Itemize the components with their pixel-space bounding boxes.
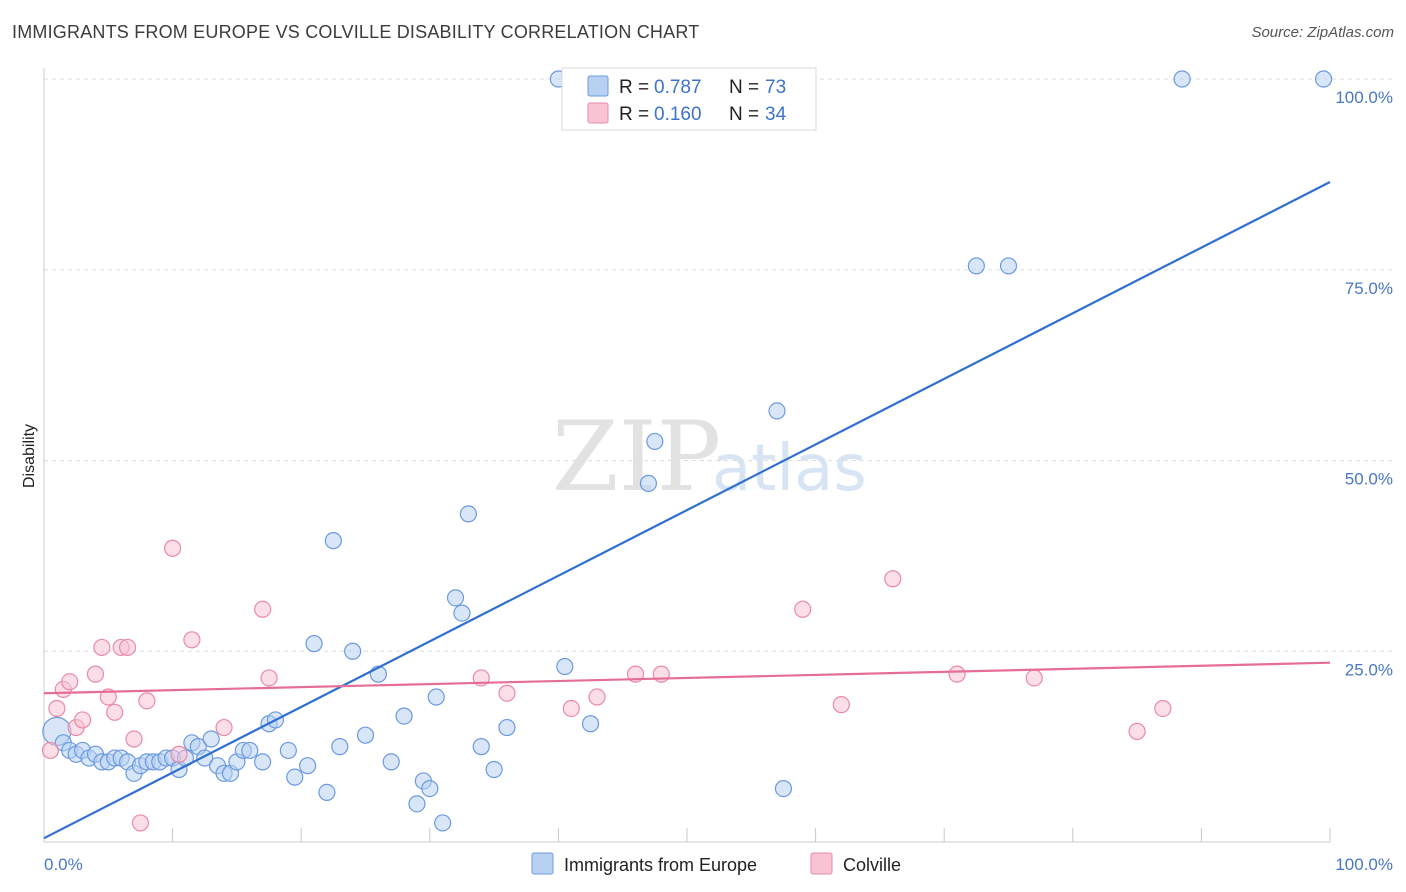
point-colville-17 (183, 631, 201, 649)
point-colville-30 (948, 665, 966, 683)
point-europe-58 (556, 657, 574, 676)
point-colville-32 (1128, 722, 1146, 740)
series-swatch-europe (531, 852, 554, 875)
grid-lines (44, 78, 1393, 652)
point-europe-41 (344, 642, 362, 660)
point-europe-36 (299, 757, 317, 775)
trend-line-colville (43, 661, 1331, 695)
point-europe-45 (395, 707, 413, 725)
y-tick-label-1: 50.0% (1345, 470, 1393, 489)
point-europe-67 (1314, 70, 1333, 88)
point-europe-66 (1173, 70, 1191, 88)
point-colville-24 (588, 688, 606, 706)
point-europe-55 (485, 760, 503, 779)
point-europe-56 (498, 718, 516, 737)
point-europe-65 (999, 257, 1018, 275)
point-colville-13 (131, 814, 150, 832)
watermark: ZIP atlas (552, 401, 867, 513)
point-europe-60 (639, 474, 658, 492)
watermark-atlas: atlas (712, 432, 867, 506)
y-axis-label: Disability (21, 424, 38, 488)
stats-legend: R = 0.787 N = 73 R = 0.160 N = 34 (561, 67, 817, 131)
series-label-europe: Immigrants from Europe (564, 855, 757, 875)
points-layer (41, 70, 1333, 832)
chart-title: IMMIGRANTS FROM EUROPE VS COLVILLE DISAB… (12, 22, 700, 42)
x-tick-label-min: 0.0% (44, 855, 83, 874)
point-colville-6 (86, 665, 105, 683)
series-swatch-colville (810, 852, 833, 875)
point-europe-62 (768, 402, 786, 420)
point-europe-64 (967, 257, 985, 275)
point-colville-33 (1154, 699, 1172, 718)
point-colville-14 (138, 692, 156, 710)
point-europe-61 (646, 432, 664, 451)
point-colville-29 (884, 570, 902, 588)
point-europe-54 (472, 738, 490, 756)
point-europe-35 (286, 768, 304, 786)
point-colville-0 (41, 741, 60, 760)
legend-r-value-europe: 0.787 (654, 77, 702, 98)
point-europe-44 (382, 753, 400, 771)
point-colville-3 (61, 673, 79, 691)
legend-r-label-colville: R = (619, 104, 649, 125)
series-legend: Immigrants from Europe Colville (531, 852, 901, 875)
point-europe-50 (434, 814, 452, 832)
point-colville-23 (562, 699, 580, 718)
point-colville-15 (164, 539, 182, 557)
point-europe-38 (318, 783, 336, 802)
legend-r-label-europe: R = (619, 77, 649, 98)
axes (43, 68, 1331, 843)
y-tick-label-2: 75.0% (1345, 279, 1393, 298)
chart-source: Source: ZipAtlas.com (1251, 24, 1394, 41)
point-europe-42 (356, 726, 375, 744)
y-tick-labels: 25.0% 50.0% 75.0% 100.0% (1335, 88, 1393, 679)
point-europe-24 (202, 730, 220, 748)
point-colville-16 (170, 745, 188, 763)
series-label-colville: Colville (843, 855, 901, 875)
legend-n-label-europe: N = (729, 77, 759, 98)
point-colville-11 (118, 638, 137, 657)
legend-swatch-europe (587, 75, 609, 97)
point-colville-18 (215, 718, 233, 737)
x-tick-label-max: 100.0% (1335, 855, 1393, 874)
point-europe-49 (427, 688, 445, 706)
point-europe-40 (331, 738, 349, 756)
legend-r-value-colville: 0.160 (654, 104, 702, 125)
point-colville-9 (106, 703, 124, 721)
point-europe-37 (305, 635, 323, 653)
point-europe-51 (446, 589, 465, 607)
point-europe-63 (774, 779, 793, 798)
point-colville-8 (99, 688, 117, 706)
point-europe-52 (453, 604, 471, 622)
point-europe-48 (421, 779, 439, 798)
point-colville-28 (832, 696, 850, 714)
point-europe-59 (581, 715, 600, 733)
point-colville-7 (93, 638, 111, 657)
legend-n-value-colville: 34 (765, 104, 787, 125)
point-europe-30 (241, 741, 259, 760)
legend-n-value-europe: 73 (765, 77, 786, 98)
point-colville-27 (794, 600, 812, 618)
trend-layer (43, 181, 1331, 840)
point-europe-31 (254, 753, 272, 771)
y-tick-label-0: 25.0% (1345, 660, 1393, 679)
point-europe-34 (279, 741, 297, 760)
point-europe-39 (324, 532, 342, 550)
point-colville-20 (260, 669, 278, 687)
point-europe-46 (408, 795, 426, 813)
trend-line-europe (43, 181, 1331, 840)
point-colville-22 (498, 684, 516, 702)
point-colville-19 (254, 600, 272, 618)
point-colville-31 (1025, 669, 1043, 687)
point-colville-5 (73, 711, 92, 729)
point-colville-1 (48, 699, 66, 718)
legend-n-label-colville: N = (729, 104, 759, 125)
y-tick-label-3: 100.0% (1335, 88, 1393, 107)
point-colville-12 (125, 730, 143, 748)
point-europe-53 (459, 505, 477, 523)
legend-swatch-colville (587, 102, 609, 124)
watermark-zip: ZIP (552, 401, 721, 513)
